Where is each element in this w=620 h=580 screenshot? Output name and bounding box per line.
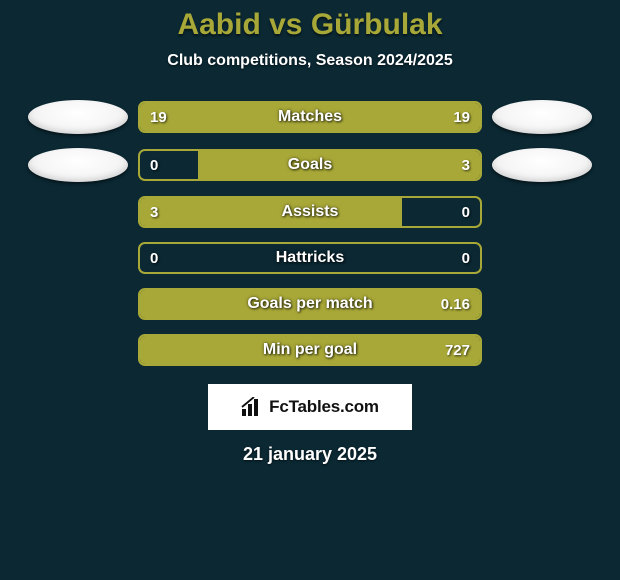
stat-row: 00Hattricks — [0, 242, 620, 274]
stat-label: Hattricks — [140, 244, 480, 272]
stat-bar: 00Hattricks — [138, 242, 482, 274]
stat-rows-container: 1919Matches 03Goals 30Assists 00Hattricks 0.… — [0, 100, 620, 366]
stat-bar: 727Min per goal — [138, 334, 482, 366]
brand-text: FcTables.com — [269, 397, 379, 417]
stat-row: 03Goals — [0, 148, 620, 182]
stat-label: Goals — [140, 151, 480, 179]
page-title: Aabid vs Gürbulak — [0, 8, 620, 42]
stat-bar: 03Goals — [138, 149, 482, 181]
chart-icon — [241, 397, 263, 417]
stat-row: 30Assists — [0, 196, 620, 228]
date-text: 21 january 2025 — [0, 444, 620, 465]
page-subtitle: Club competitions, Season 2024/2025 — [0, 52, 620, 70]
stat-row: 1919Matches — [0, 100, 620, 134]
stat-bar: 30Assists — [138, 196, 482, 228]
stat-label: Min per goal — [140, 336, 480, 364]
stat-bar: 0.16Goals per match — [138, 288, 482, 320]
stat-label: Matches — [140, 103, 480, 131]
stat-row: 727Min per goal — [0, 334, 620, 366]
player-avatar-left — [28, 100, 128, 134]
brand-badge[interactable]: FcTables.com — [208, 384, 412, 430]
comparison-card: Aabid vs Gürbulak Club competitions, Sea… — [0, 0, 620, 580]
player-avatar-left — [28, 148, 128, 182]
player-avatar-right — [492, 148, 592, 182]
player-avatar-right — [492, 100, 592, 134]
stat-bar: 1919Matches — [138, 101, 482, 133]
stat-label: Assists — [140, 198, 480, 226]
stat-row: 0.16Goals per match — [0, 288, 620, 320]
stat-label: Goals per match — [140, 290, 480, 318]
